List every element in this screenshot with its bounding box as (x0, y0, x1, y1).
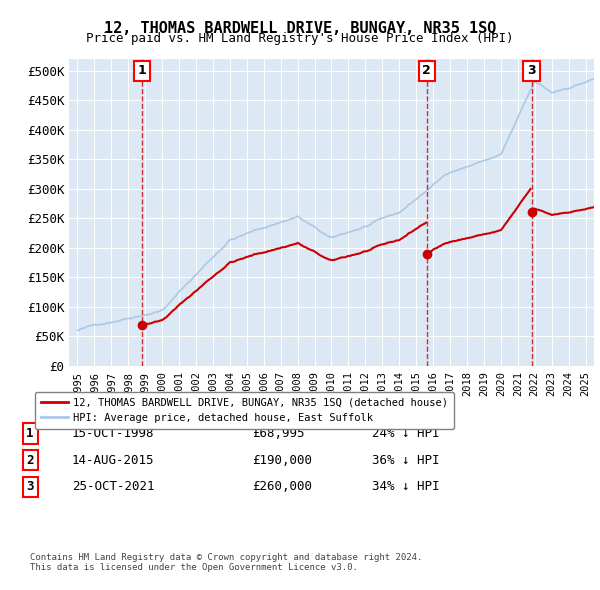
Legend: 12, THOMAS BARDWELL DRIVE, BUNGAY, NR35 1SQ (detached house), HPI: Average price: 12, THOMAS BARDWELL DRIVE, BUNGAY, NR35 … (35, 392, 454, 430)
Text: 3: 3 (527, 64, 536, 77)
Text: 1: 1 (137, 64, 146, 77)
Text: 2: 2 (26, 454, 34, 467)
Text: 12, THOMAS BARDWELL DRIVE, BUNGAY, NR35 1SQ: 12, THOMAS BARDWELL DRIVE, BUNGAY, NR35 … (104, 21, 496, 35)
Text: 36% ↓ HPI: 36% ↓ HPI (372, 454, 439, 467)
Text: 14-AUG-2015: 14-AUG-2015 (72, 454, 155, 467)
Text: Contains HM Land Registry data © Crown copyright and database right 2024.
This d: Contains HM Land Registry data © Crown c… (30, 553, 422, 572)
Text: 1: 1 (26, 427, 34, 440)
Text: 25-OCT-2021: 25-OCT-2021 (72, 480, 155, 493)
Text: 3: 3 (26, 480, 34, 493)
Text: £260,000: £260,000 (252, 480, 312, 493)
Text: £190,000: £190,000 (252, 454, 312, 467)
Text: 24% ↓ HPI: 24% ↓ HPI (372, 427, 439, 440)
Text: 2: 2 (422, 64, 431, 77)
Text: £68,995: £68,995 (252, 427, 305, 440)
Text: 15-OCT-1998: 15-OCT-1998 (72, 427, 155, 440)
Text: 34% ↓ HPI: 34% ↓ HPI (372, 480, 439, 493)
Text: Price paid vs. HM Land Registry's House Price Index (HPI): Price paid vs. HM Land Registry's House … (86, 32, 514, 45)
